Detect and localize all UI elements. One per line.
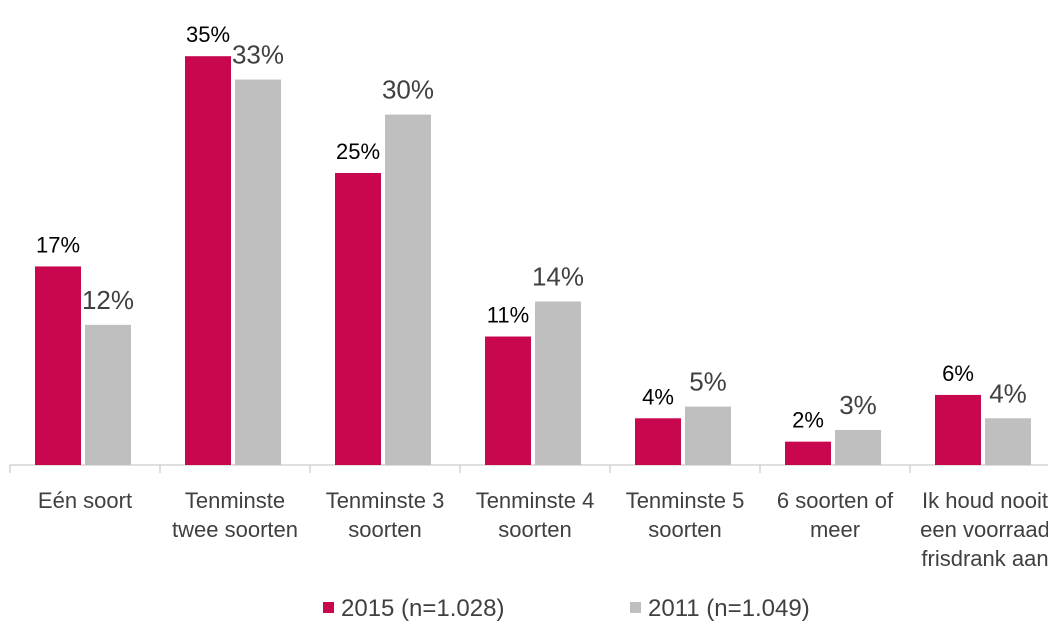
data-label: 2%: [792, 408, 824, 433]
x-tick-label: Tenminste 5 soorten: [625, 488, 745, 542]
data-label: 12%: [82, 285, 134, 315]
bar: [785, 441, 831, 465]
legend-marker: [323, 602, 334, 613]
bar: [635, 418, 681, 465]
bar: [185, 56, 231, 465]
bar: [835, 429, 881, 465]
data-label: 4%: [989, 378, 1027, 408]
data-label: 17%: [36, 232, 80, 257]
bar: [985, 418, 1031, 465]
data-label: 14%: [532, 261, 584, 291]
bar: [85, 324, 131, 465]
legend-label: 2011 (n=1.049): [648, 595, 810, 622]
bar: [335, 173, 381, 465]
bar: [235, 79, 281, 465]
data-label: 11%: [487, 303, 529, 328]
bar: [35, 266, 81, 465]
bar: [685, 406, 731, 465]
x-tick-label: Ik houd nooit een voorraad frisdrank aan: [920, 488, 1048, 571]
legend-label: 2015 (n=1.028): [341, 595, 504, 622]
data-label: 6%: [942, 361, 974, 386]
data-label: 3%: [839, 390, 877, 420]
x-tick-label: 6 soorten of meer: [776, 488, 894, 542]
data-label: 35%: [186, 22, 230, 47]
data-label: 30%: [382, 75, 434, 105]
data-label: 5%: [689, 367, 727, 397]
data-label: 33%: [232, 40, 284, 70]
bar: [535, 301, 581, 465]
data-label: 25%: [336, 139, 380, 164]
bar: [385, 114, 431, 465]
x-tick-label: Tenminste 3 soorten: [325, 488, 445, 542]
data-label: 4%: [642, 384, 674, 409]
x-tick-label: Eén soort: [37, 488, 133, 513]
bar: [935, 394, 981, 465]
x-tick-label: Tenminste 4 soorten: [475, 488, 595, 542]
legend-marker: [630, 602, 641, 613]
bar: [485, 336, 531, 465]
x-tick-label: Tenminste twee soorten: [172, 488, 298, 542]
